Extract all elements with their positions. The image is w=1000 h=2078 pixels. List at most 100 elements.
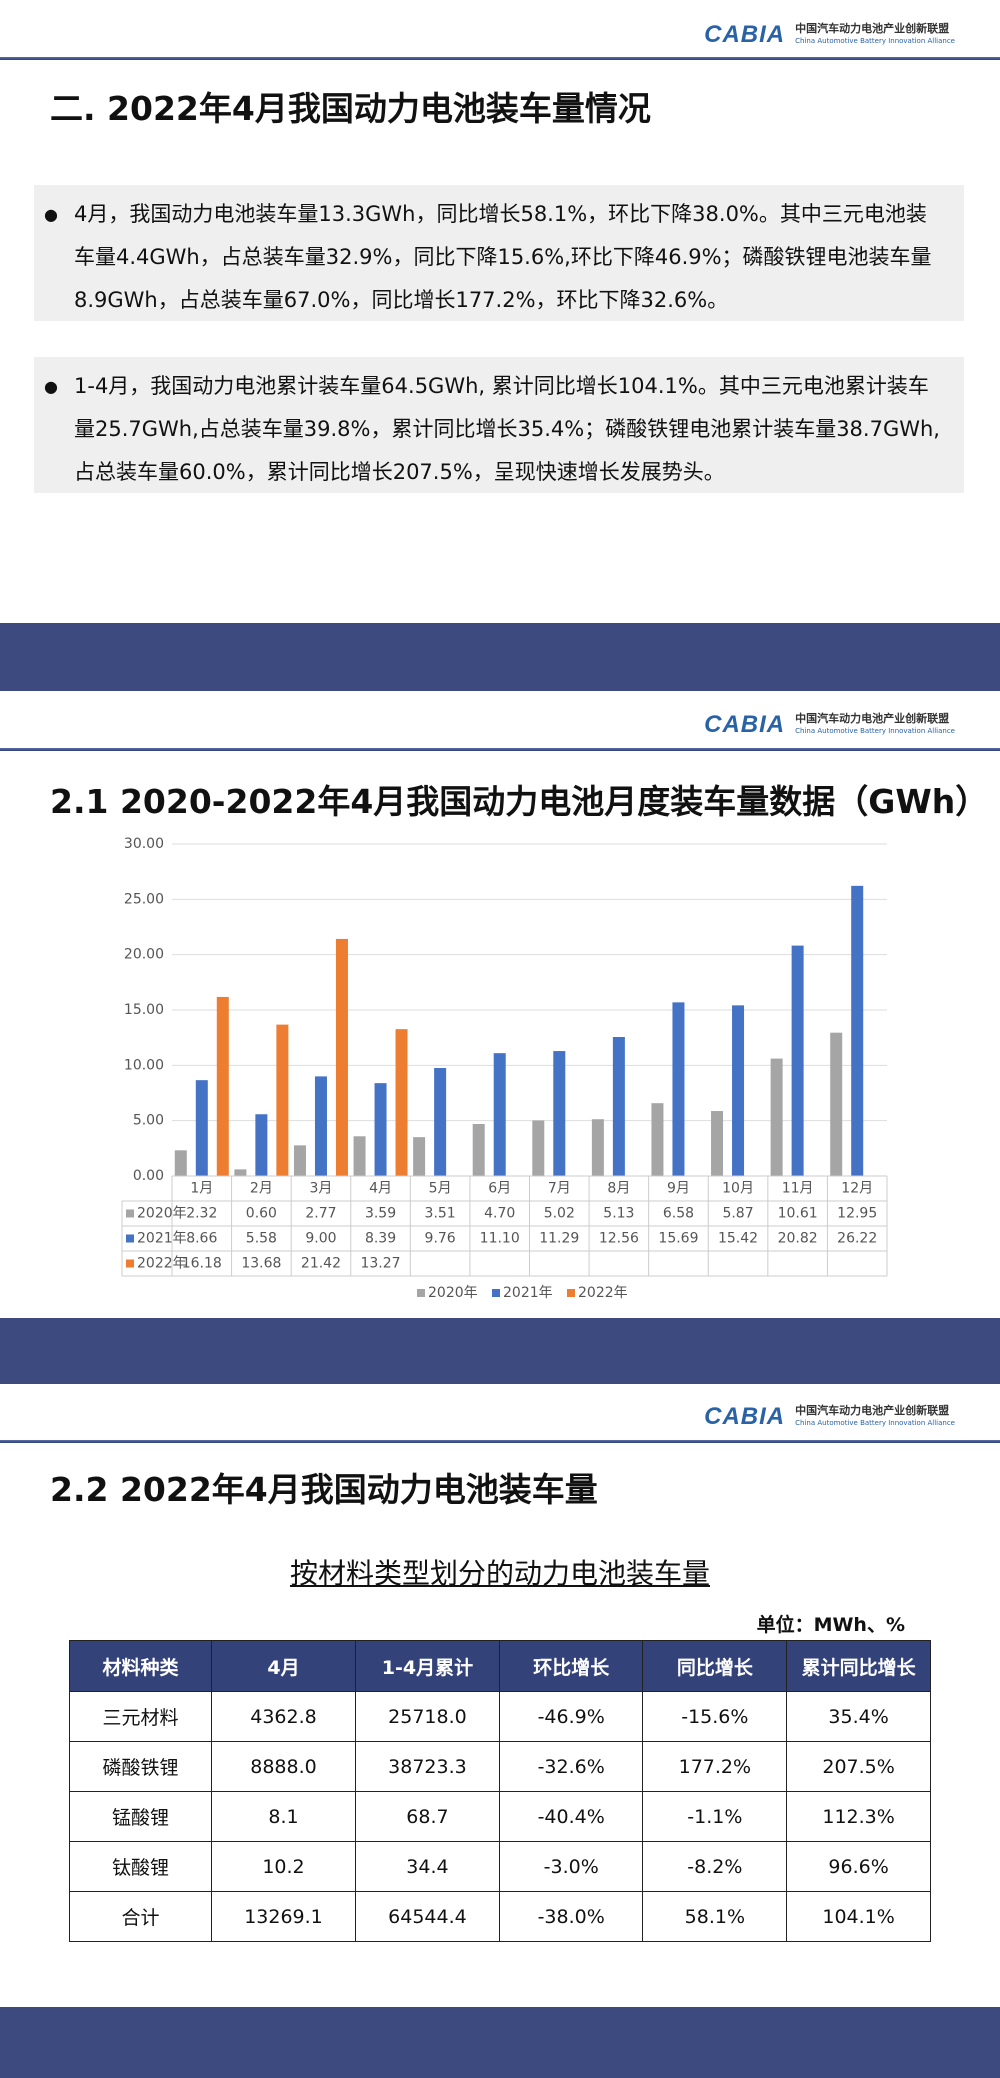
bar bbox=[732, 1005, 745, 1176]
org: 中国汽车动力电池产业创新联盟 China Automotive Battery I… bbox=[795, 1404, 955, 1430]
logo-mark: CABIA bbox=[704, 711, 786, 738]
x-tick-label: 6月 bbox=[488, 1181, 511, 1197]
x-tick-label: 1月 bbox=[190, 1181, 213, 1197]
bar bbox=[234, 1169, 247, 1176]
x-tick-label: 10月 bbox=[722, 1181, 754, 1197]
table-cell: 8.1 bbox=[211, 1791, 356, 1842]
header-row: 材料种类 4月 1-4月累计 环比增长 同比增长 累计同比增长 bbox=[68, 1640, 931, 1692]
data-label: 3.51 bbox=[425, 1206, 456, 1222]
table-cell: 钛酸锂 bbox=[68, 1841, 213, 1892]
header-line bbox=[0, 57, 1000, 60]
y-tick-label: 25.00 bbox=[124, 891, 164, 907]
header-line bbox=[0, 1440, 1000, 1443]
table-cell: 96.6% bbox=[786, 1841, 931, 1892]
slide-title: 2.1 2020-2022年4月我国动力电池月度装车量数据（GWh） bbox=[50, 782, 989, 821]
table-cell: 磷酸铁锂 bbox=[68, 1741, 213, 1792]
org-cn: 中国汽车动力电池产业创新联盟 bbox=[795, 22, 950, 35]
table-cell: 112.3% bbox=[786, 1791, 931, 1842]
data-label: 11.29 bbox=[539, 1231, 579, 1247]
data-label: 20.82 bbox=[778, 1231, 818, 1247]
y-tick-label: 0.00 bbox=[133, 1168, 164, 1184]
table-cell: -3.0% bbox=[498, 1841, 644, 1892]
logo: CABIA 中国汽车动力电池产业创新联盟 China Automotive Batt… bbox=[704, 1397, 955, 1437]
logo: CABIA 中国汽车动力电池产业创新联盟 China Automotive Batt… bbox=[704, 15, 955, 55]
table-row: 三元材料 4362.8 25718.0 -46.9% -15.6% 35.4% bbox=[68, 1691, 931, 1742]
table-cell: 三元材料 bbox=[68, 1691, 213, 1742]
table-cell: 10.2 bbox=[211, 1841, 356, 1892]
data-label: 11.10 bbox=[480, 1231, 520, 1247]
unit: 单位：MWh、% bbox=[756, 1614, 905, 1636]
bar bbox=[353, 1136, 366, 1176]
x-tick-label: 7月 bbox=[548, 1181, 571, 1197]
bar bbox=[472, 1123, 485, 1176]
bar bbox=[770, 1058, 783, 1176]
footer-band bbox=[0, 1318, 1000, 1384]
y-tick-label: 10.00 bbox=[124, 1057, 164, 1073]
bar bbox=[493, 1053, 506, 1176]
row-label: 2021年 bbox=[137, 1231, 187, 1247]
data-label: 8.39 bbox=[365, 1231, 396, 1247]
data-label: 12.56 bbox=[599, 1231, 639, 1247]
slide-title: 二. 2022年4月我国动力电池装车量情况 bbox=[50, 89, 651, 128]
bar bbox=[374, 1083, 387, 1176]
chart: 0.00 5.00 10.00 15.00 20.00 25.00 30.00 1月 2月 3月 4… bbox=[121, 836, 888, 1301]
data-label: 5.02 bbox=[544, 1206, 575, 1222]
data-label: 13.27 bbox=[360, 1256, 400, 1272]
data-label: 16.18 bbox=[182, 1256, 222, 1272]
table: 材料种类 4月 1-4月累计 环比增长 同比增长 累计同比增长 三元材料 4362.8 2571… bbox=[68, 1640, 931, 1942]
y-tick-label: 30.00 bbox=[124, 836, 164, 852]
bar bbox=[791, 945, 804, 1176]
legend-swatch bbox=[126, 1234, 134, 1243]
bar bbox=[195, 1080, 208, 1176]
data-label: 15.69 bbox=[658, 1231, 698, 1247]
table-cell: -38.0% bbox=[498, 1891, 644, 1942]
footer-band bbox=[0, 623, 1000, 691]
table-cell: -32.6% bbox=[498, 1741, 644, 1792]
y-tick-label: 5.00 bbox=[133, 1113, 164, 1129]
data-label: 26.22 bbox=[837, 1231, 877, 1247]
bar bbox=[216, 996, 229, 1176]
bar bbox=[612, 1037, 625, 1176]
x-tick-label: 4月 bbox=[369, 1181, 392, 1197]
x-tick-label: 2月 bbox=[250, 1181, 273, 1197]
column-header: 1-4月累计 bbox=[354, 1640, 500, 1692]
bullet: 1-4月，我国动力电池累计装车量64.5GWh, 累计同比增长104.1%。其中… bbox=[34, 365, 964, 494]
org-en: China Automotive Battery Innovation Alli… bbox=[795, 1419, 955, 1427]
column-header: 累计同比增长 bbox=[786, 1640, 931, 1692]
table-cell: 207.5% bbox=[786, 1741, 931, 1792]
x-tick-label: 11月 bbox=[782, 1181, 814, 1197]
header-line bbox=[0, 748, 1000, 751]
bullet-box: 1-4月，我国动力电池累计装车量64.5GWh, 累计同比增长104.1%。其中… bbox=[34, 357, 964, 493]
data-label: 12.95 bbox=[837, 1206, 877, 1222]
table-cell: 64544.4 bbox=[354, 1891, 500, 1942]
table-cell: 4362.8 bbox=[211, 1691, 356, 1742]
data-label: 13.68 bbox=[241, 1256, 281, 1272]
table-cell: 58.1% bbox=[642, 1891, 788, 1942]
table-row: 锰酸锂 8.1 68.7 -40.4% -1.1% 112.3% bbox=[68, 1791, 931, 1842]
bar bbox=[672, 1002, 685, 1176]
logo-mark: CABIA bbox=[704, 21, 786, 48]
legend-label: 2021年 bbox=[503, 1285, 553, 1301]
org: 中国汽车动力电池产业创新联盟 China Automotive Battery I… bbox=[795, 22, 955, 48]
data-label: 9.00 bbox=[305, 1231, 336, 1247]
row-label: 2020年 bbox=[137, 1206, 187, 1222]
bar bbox=[651, 1103, 664, 1176]
table-cell: 锰酸锂 bbox=[68, 1791, 213, 1842]
x-tick-label: 12月 bbox=[841, 1181, 873, 1197]
data-label: 0.60 bbox=[246, 1206, 277, 1222]
bar bbox=[395, 1029, 408, 1176]
table-row: 磷酸铁锂 8888.0 38723.3 -32.6% 177.2% 207.5% bbox=[68, 1741, 931, 1792]
bar bbox=[174, 1150, 187, 1176]
column-header: 环比增长 bbox=[498, 1640, 644, 1692]
org-cn: 中国汽车动力电池产业创新联盟 bbox=[795, 1404, 950, 1417]
legend-swatch bbox=[567, 1289, 575, 1297]
bullet: 4月，我国动力电池装车量13.3GWh，同比增长58.1%，环比下降38.0%。… bbox=[34, 193, 964, 322]
bar bbox=[434, 1067, 447, 1176]
table-row: 钛酸锂 10.2 34.4 -3.0% -8.2% 96.6% bbox=[68, 1841, 931, 1892]
table-cell: 35.4% bbox=[786, 1691, 931, 1742]
column-header: 材料种类 bbox=[68, 1640, 213, 1692]
bar bbox=[711, 1111, 724, 1176]
data-label: 21.42 bbox=[301, 1256, 341, 1272]
bullet-box: 4月，我国动力电池装车量13.3GWh，同比增长58.1%，环比下降38.0%。… bbox=[34, 185, 964, 321]
